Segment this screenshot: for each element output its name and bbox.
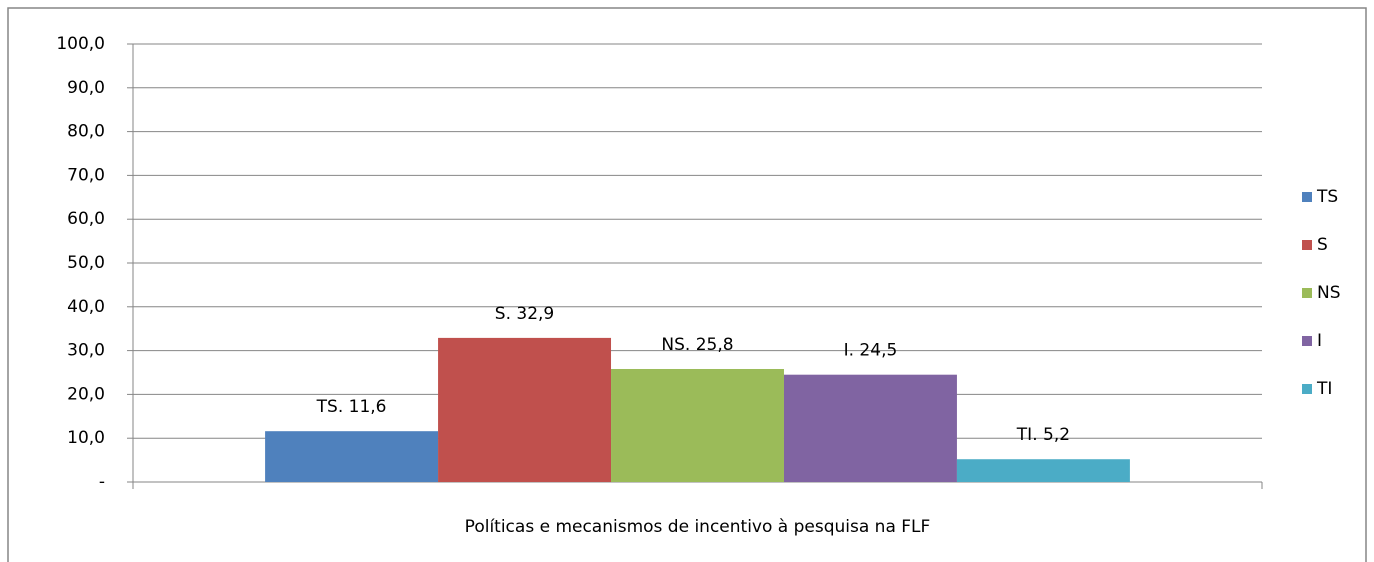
- legend-label: TS: [1316, 187, 1338, 207]
- legend-swatch: [1302, 384, 1312, 394]
- legend-swatch: [1302, 336, 1312, 346]
- bar: [438, 337, 612, 482]
- data-label: TI. 5,2: [1016, 425, 1070, 445]
- bar: [783, 374, 957, 482]
- y-tick-label: 20,0: [67, 384, 105, 404]
- y-tick-label: 70,0: [67, 165, 105, 185]
- chart-border: [7, 7, 1367, 562]
- legend-label: NS: [1317, 283, 1341, 303]
- data-label: TS. 11,6: [316, 397, 387, 417]
- y-tick-label: 40,0: [67, 297, 105, 317]
- legend-swatch: [1302, 192, 1312, 202]
- legend-label: S: [1317, 235, 1328, 255]
- y-tick-label: 50,0: [67, 253, 105, 273]
- y-tick-label: 10,0: [67, 428, 105, 448]
- data-label: I. 24,5: [844, 341, 898, 361]
- data-label: NS. 25,8: [661, 335, 733, 355]
- bar: [611, 368, 784, 482]
- y-tick-label: 30,0: [67, 341, 105, 361]
- bar: [956, 459, 1130, 482]
- bar: [265, 431, 439, 482]
- y-tick-label: 60,0: [67, 209, 105, 229]
- y-tick-label: -: [99, 472, 105, 492]
- legend-swatch: [1302, 288, 1312, 298]
- data-label: S. 32,9: [495, 304, 554, 324]
- legend-label: I: [1317, 331, 1322, 351]
- y-tick-label: 100,0: [56, 34, 105, 54]
- y-tick-label: 80,0: [67, 122, 105, 142]
- legend-swatch: [1302, 240, 1312, 250]
- y-tick-label: 90,0: [67, 78, 105, 98]
- x-tick-label: Políticas e mecanismos de incentivo à pe…: [465, 517, 931, 537]
- legend-label: TI: [1316, 379, 1332, 399]
